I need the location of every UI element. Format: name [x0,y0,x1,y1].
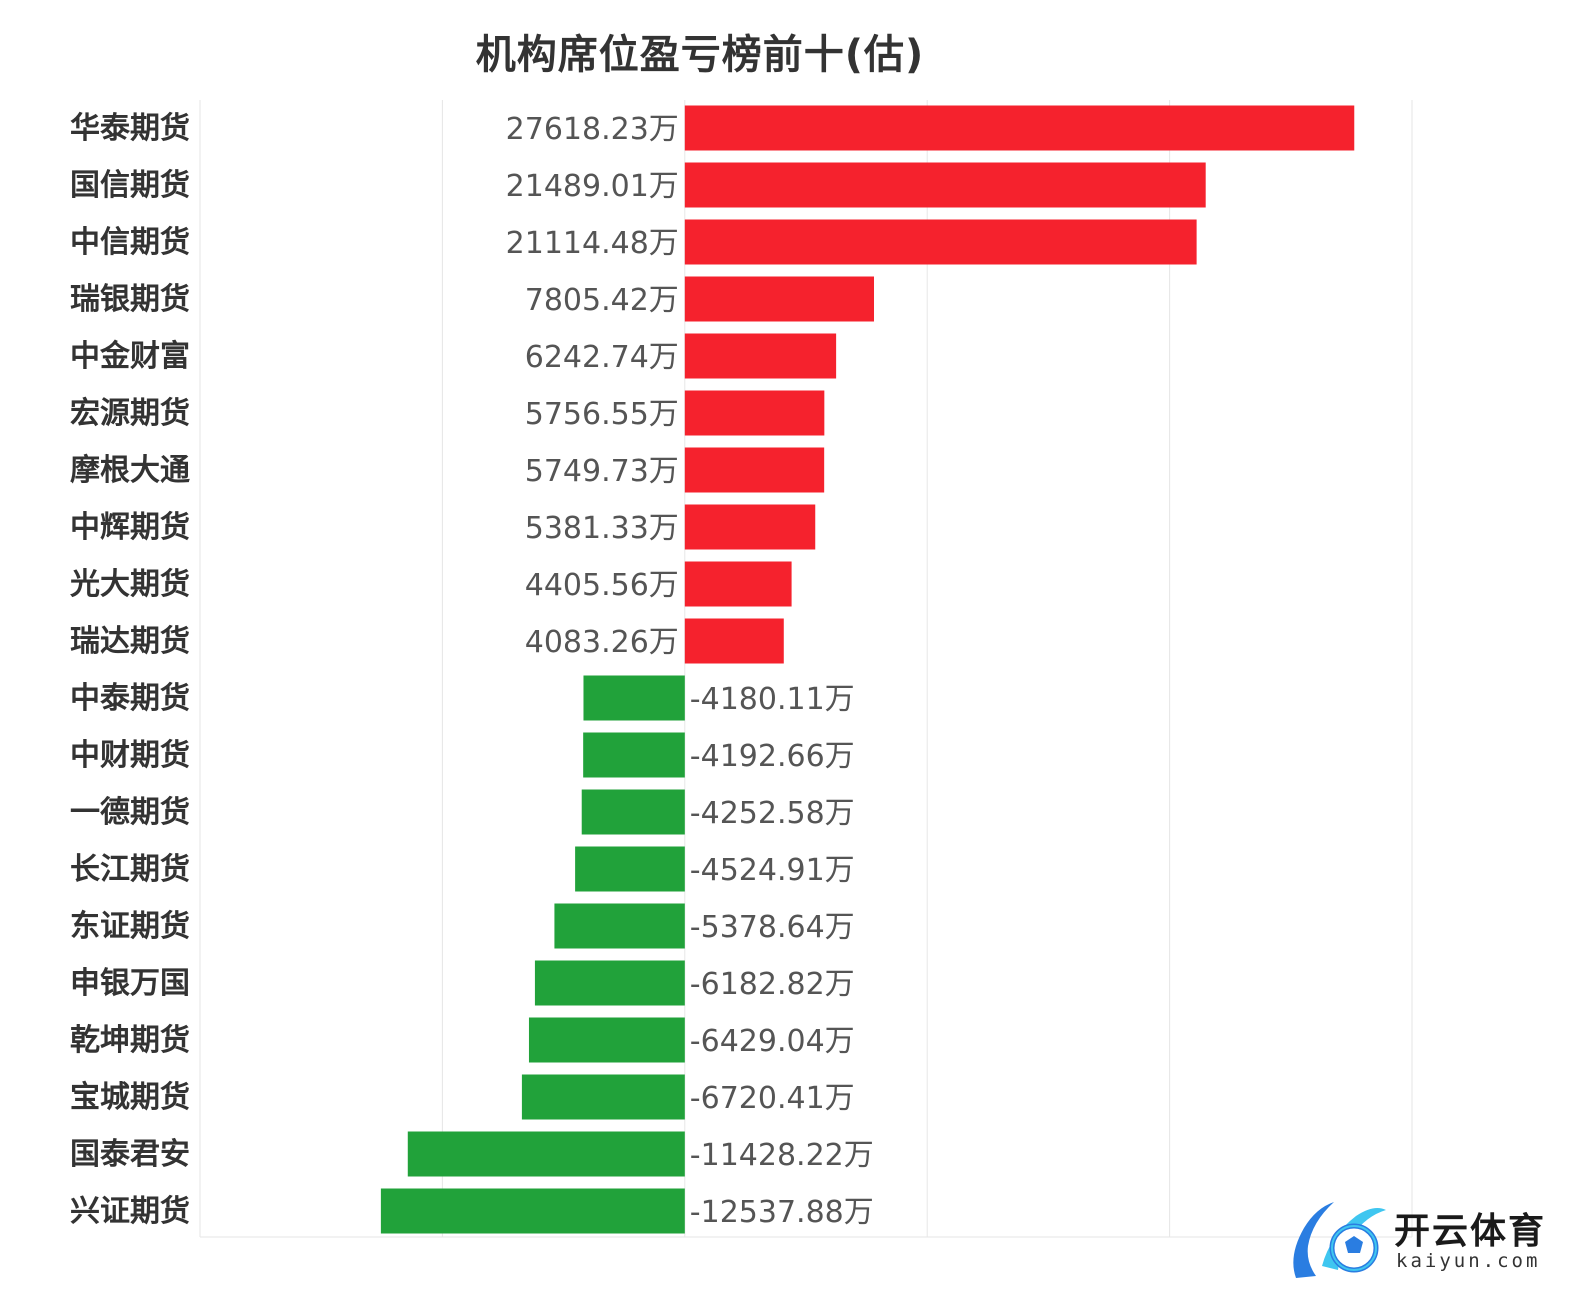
category-label: 长江期货 [70,852,190,887]
data-label: -6182.82万 [690,967,855,1002]
category-label: 国信期货 [70,168,190,203]
data-label: 5756.55万 [525,397,679,432]
category-label: 华泰期货 [70,111,190,146]
category-label: 中辉期货 [70,510,190,545]
bar [575,846,685,892]
bar [581,789,685,835]
data-label: 6242.74万 [525,340,679,375]
bar [554,903,685,949]
bar [407,1131,685,1177]
category-label: 瑞达期货 [70,624,190,659]
bar [521,1074,685,1120]
data-label: -4180.11万 [690,682,855,717]
category-label: 摩根大通 [70,453,190,488]
data-label: 4083.26万 [525,625,679,660]
watermark-site: kaiyun.com [1396,1250,1541,1272]
category-label: 申银万国 [70,966,190,1001]
data-label: 5749.73万 [525,454,679,489]
category-label: 兴证期货 [70,1194,190,1229]
bar [684,390,825,436]
data-label: 4405.56万 [525,568,679,603]
bar [380,1188,685,1234]
bar [684,276,875,322]
chart-title: 机构席位盈亏榜前十(估) [475,32,925,78]
category-label: 乾坤期货 [70,1023,190,1058]
data-label: -12537.88万 [690,1195,874,1230]
category-label: 中金财富 [70,339,190,374]
bar [684,219,1197,265]
bar [684,162,1206,208]
bar [528,1017,685,1063]
category-label: 中信期货 [70,225,190,260]
category-label: 一德期货 [70,795,190,830]
bar [684,504,816,550]
watermark-brand: 开云体育 [1394,1211,1547,1252]
category-label: 东证期货 [70,909,190,944]
data-label: -6720.41万 [690,1081,855,1116]
bar [684,447,825,493]
bar [684,105,1355,151]
bar [583,675,685,721]
data-label: -6429.04万 [690,1024,855,1059]
category-label: 宝城期货 [70,1080,190,1115]
data-label: -4192.66万 [690,739,855,774]
data-label: -11428.22万 [690,1138,874,1173]
data-label: 7805.42万 [525,283,679,318]
data-label: 27618.23万 [506,112,679,147]
data-label: -5378.64万 [690,910,855,945]
data-label: -4524.91万 [690,853,855,888]
bar [684,561,792,607]
category-label: 瑞银期货 [70,282,190,317]
category-label: 中财期货 [70,738,190,773]
category-label: 中泰期货 [70,681,190,716]
data-label: 21114.48万 [506,226,679,261]
category-label: 宏源期货 [70,396,190,431]
kaiyun-logo-icon [1293,1202,1386,1278]
category-label: 光大期货 [70,567,190,602]
bar [684,618,784,664]
data-label: -4252.58万 [690,796,855,831]
bar [684,333,837,379]
watermark-logo: 开云体育 kaiyun.com [1282,1196,1562,1286]
bar [534,960,685,1006]
data-label: 5381.33万 [525,511,679,546]
data-label: 21489.01万 [506,169,679,204]
category-label: 国泰君安 [70,1137,190,1172]
bar [583,732,685,778]
